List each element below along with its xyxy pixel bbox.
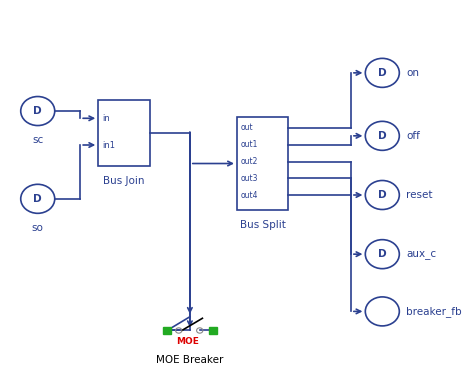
Text: so: so	[32, 223, 44, 233]
Text: breaker_fb: breaker_fb	[406, 306, 462, 317]
Text: Bus Split: Bus Split	[240, 220, 285, 230]
Text: in: in	[102, 114, 110, 123]
Text: out3: out3	[240, 174, 258, 183]
Text: sc: sc	[32, 135, 43, 145]
Text: reset: reset	[406, 190, 433, 200]
Text: out: out	[240, 124, 253, 133]
Text: D: D	[378, 249, 387, 259]
Text: out1: out1	[240, 140, 258, 149]
Bar	[237, 117, 288, 210]
Text: Bus Join: Bus Join	[103, 176, 145, 186]
Text: out4: out4	[240, 191, 258, 200]
Text: aux_c: aux_c	[406, 249, 436, 259]
Text: D: D	[378, 68, 387, 78]
Text: on: on	[406, 68, 419, 78]
Bar	[209, 327, 217, 334]
Bar	[163, 327, 171, 334]
Text: D: D	[34, 194, 42, 204]
Text: D: D	[378, 190, 387, 200]
Text: in1: in1	[102, 140, 116, 149]
Text: out2: out2	[240, 157, 258, 166]
Bar	[98, 99, 150, 167]
Text: MOE Breaker: MOE Breaker	[156, 355, 224, 365]
Text: D: D	[378, 131, 387, 141]
Text: MOE: MOE	[176, 337, 199, 346]
Text: off: off	[406, 131, 420, 141]
Text: D: D	[34, 106, 42, 116]
